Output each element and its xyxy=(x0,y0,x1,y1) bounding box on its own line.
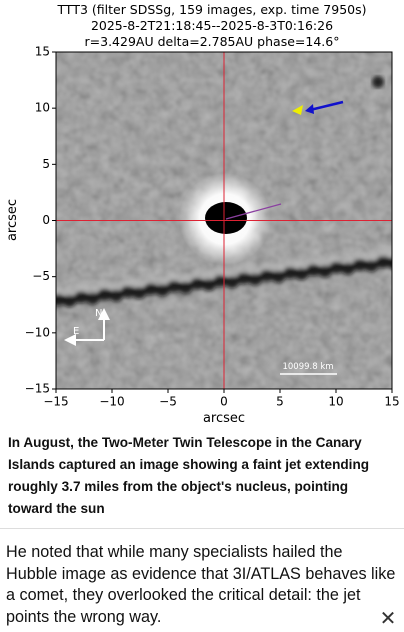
trail-blob xyxy=(97,288,112,301)
trail-blob xyxy=(294,268,309,281)
trail-blob xyxy=(155,284,170,297)
x-axis-label: arcsec xyxy=(203,411,245,426)
body-text: He noted that while many specialists hai… xyxy=(6,543,396,626)
trail-blob xyxy=(56,286,65,294)
trail-blob xyxy=(155,276,170,285)
trail-blob xyxy=(143,275,158,284)
trail-blob xyxy=(109,281,123,290)
close-button[interactable]: ✕ xyxy=(376,606,400,631)
trail-blob xyxy=(248,273,263,286)
y-tick-label: −15 xyxy=(25,382,50,396)
trail-blob xyxy=(317,257,332,266)
y-tick-label: 0 xyxy=(42,213,50,227)
compass-label: N xyxy=(95,308,102,319)
y-tick-label: 15 xyxy=(35,45,50,59)
image: N E 10099.8 km xyxy=(56,52,392,389)
trail-blob xyxy=(132,287,147,300)
trail-blob xyxy=(225,276,239,289)
jet-line xyxy=(225,203,282,220)
trail-blob xyxy=(248,265,263,274)
trail-blob xyxy=(375,248,390,257)
nucleus xyxy=(205,202,247,234)
trail-blob xyxy=(375,256,390,269)
star-trail xyxy=(56,248,392,308)
trail-blob xyxy=(329,261,344,274)
x-tick-label: 10 xyxy=(328,395,343,409)
trail-blob xyxy=(85,284,100,293)
trail-blob xyxy=(364,260,379,273)
trail-blob xyxy=(306,256,321,265)
x-tick-label: −15 xyxy=(43,395,68,409)
trail-blob xyxy=(387,249,392,258)
trail-blob xyxy=(62,287,77,296)
trail-blob xyxy=(352,250,367,259)
trail-blob xyxy=(74,291,89,304)
trail-blob xyxy=(236,264,251,273)
sun-arrow xyxy=(292,105,303,115)
separator xyxy=(0,528,404,529)
y-tick-label: −10 xyxy=(25,325,50,339)
trail-blob xyxy=(259,269,274,282)
trail-blob xyxy=(364,252,379,261)
trail-blob xyxy=(201,270,216,279)
compass-label: E xyxy=(73,326,79,337)
trail-blob xyxy=(341,254,355,263)
y-tick-label: −5 xyxy=(32,269,50,283)
trail-blob xyxy=(317,265,332,278)
trail-blob xyxy=(109,289,123,302)
velocity-arrow xyxy=(309,100,344,112)
caption: In August, the Two-Meter Twin Telescope … xyxy=(8,435,370,516)
trail-blob xyxy=(120,277,135,286)
figure-title: r=3.429AU delta=2.785AU phase=14.6° xyxy=(85,34,340,49)
trail-blob xyxy=(352,258,367,271)
trail-blob xyxy=(132,279,147,288)
trail-blob xyxy=(329,253,344,262)
trail-blob xyxy=(259,261,274,270)
trail-blob xyxy=(56,294,65,306)
trail-blob xyxy=(225,268,239,277)
x-tick-label: 15 xyxy=(384,395,399,409)
trail-blob xyxy=(120,285,135,298)
trail-blob xyxy=(387,257,392,269)
trail-blob xyxy=(178,273,193,282)
figure-title: TTT3 (filter SDSSg, 159 images, exp. tim… xyxy=(56,2,366,17)
trail-blob xyxy=(271,262,286,271)
scale-bar-label: 10099.8 km xyxy=(282,362,333,372)
trail-blob xyxy=(85,292,100,305)
trail-blob xyxy=(190,269,205,278)
trail-blob xyxy=(62,295,77,308)
trail-blob xyxy=(167,272,181,281)
star xyxy=(372,76,384,88)
trail-blob xyxy=(271,270,286,283)
velocity-arrow-head xyxy=(305,104,314,114)
trail-blob xyxy=(178,281,193,294)
trail-blob xyxy=(236,272,251,285)
x-tick-label: 5 xyxy=(276,395,284,409)
x-tick-label: −5 xyxy=(159,395,177,409)
trail-blob xyxy=(306,264,321,277)
figure: TTT3 (filter SDSSg, 159 images, exp. tim… xyxy=(5,2,400,426)
trail-blob xyxy=(294,260,309,269)
y-tick-label: 5 xyxy=(42,157,50,171)
figure-title: 2025-8-2T21:18:45--2025-8-3T0:16:26 xyxy=(91,18,333,33)
trail-blob xyxy=(167,280,181,293)
trail-blob xyxy=(341,262,355,275)
trail-blob xyxy=(283,267,297,279)
trail-blob xyxy=(74,283,89,292)
trail-blob xyxy=(201,278,216,291)
y-tick-label: 10 xyxy=(35,101,50,115)
x-tick-label: −10 xyxy=(99,395,124,409)
y-axis-label: arcsec xyxy=(5,199,20,241)
trail-blob xyxy=(190,277,205,290)
trail-blob xyxy=(283,259,297,267)
trail-blob xyxy=(143,283,158,296)
x-tick-label: 0 xyxy=(220,395,228,409)
trail-blob xyxy=(97,280,112,289)
